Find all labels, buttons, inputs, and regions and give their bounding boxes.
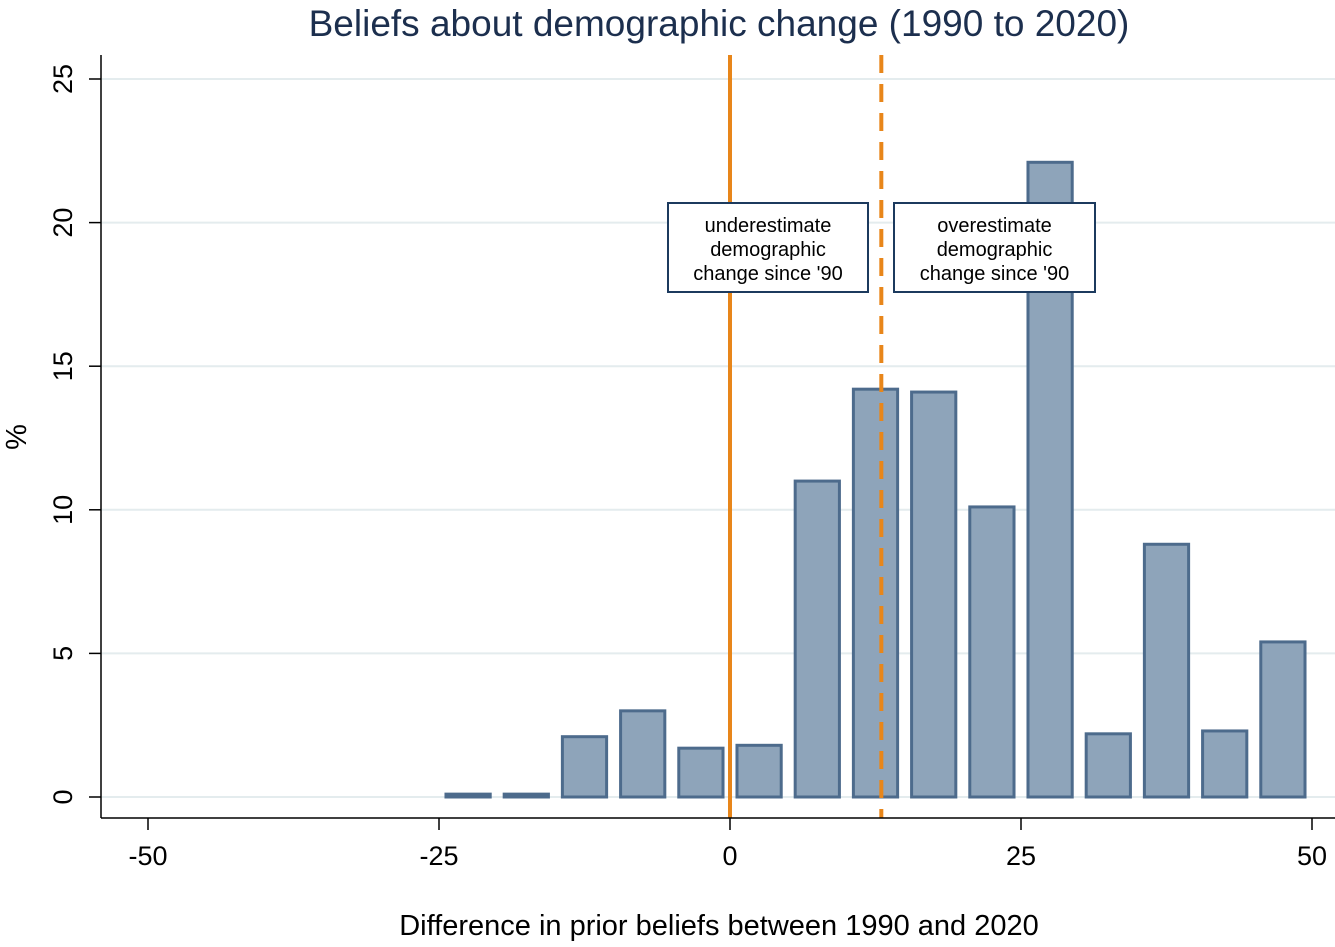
histogram-bar — [1084, 732, 1132, 799]
y-tick-label: 15 — [48, 351, 78, 381]
histogram-bar — [677, 746, 725, 799]
histogram-bar — [560, 735, 609, 799]
histogram-bar — [502, 792, 550, 799]
histogram-bar — [735, 743, 783, 799]
annotation-text: demographic — [710, 239, 826, 261]
x-tick-label: 25 — [1006, 841, 1036, 871]
histogram-bar — [444, 792, 492, 799]
histogram-bar — [1201, 729, 1249, 799]
y-tick-label: 0 — [48, 789, 78, 804]
annotation-text: overestimate — [937, 215, 1052, 237]
x-axis-label: Difference in prior beliefs between 1990… — [399, 910, 1039, 942]
y-tick-label: 10 — [48, 495, 78, 525]
x-tick-label: 0 — [722, 841, 737, 871]
x-tick-label: -25 — [419, 841, 458, 871]
reference-lines — [728, 55, 884, 818]
y-tick-label: 25 — [48, 64, 78, 94]
chart-title: Beliefs about demographic change (1990 t… — [309, 3, 1130, 44]
annotation-text: change since '90 — [693, 263, 842, 285]
annotation-box — [893, 202, 1096, 293]
histogram-bar — [1142, 542, 1191, 799]
histogram-bar — [619, 709, 667, 799]
bars — [444, 160, 1307, 799]
x-tick-label: 50 — [1297, 841, 1327, 871]
histogram-bar — [968, 505, 1016, 799]
annotation-box — [667, 202, 869, 293]
y-axis-ticks: 0 5 10 15 20 25 — [48, 64, 101, 805]
annotation-text: demographic — [937, 239, 1053, 261]
annotation-text: change since '90 — [920, 263, 1069, 285]
y-tick-label: 5 — [48, 646, 78, 661]
y-axis-label: % — [1, 424, 33, 450]
histogram-bar — [851, 387, 900, 799]
histogram-bar — [910, 390, 958, 799]
x-tick-label: -50 — [128, 841, 167, 871]
histogram-bar — [1259, 640, 1307, 799]
x-axis-ticks: -50 -25 0 25 50 — [128, 818, 1327, 871]
y-tick-label: 20 — [48, 208, 78, 238]
annotation-text: underestimate — [705, 215, 832, 237]
histogram-bar — [793, 479, 841, 799]
